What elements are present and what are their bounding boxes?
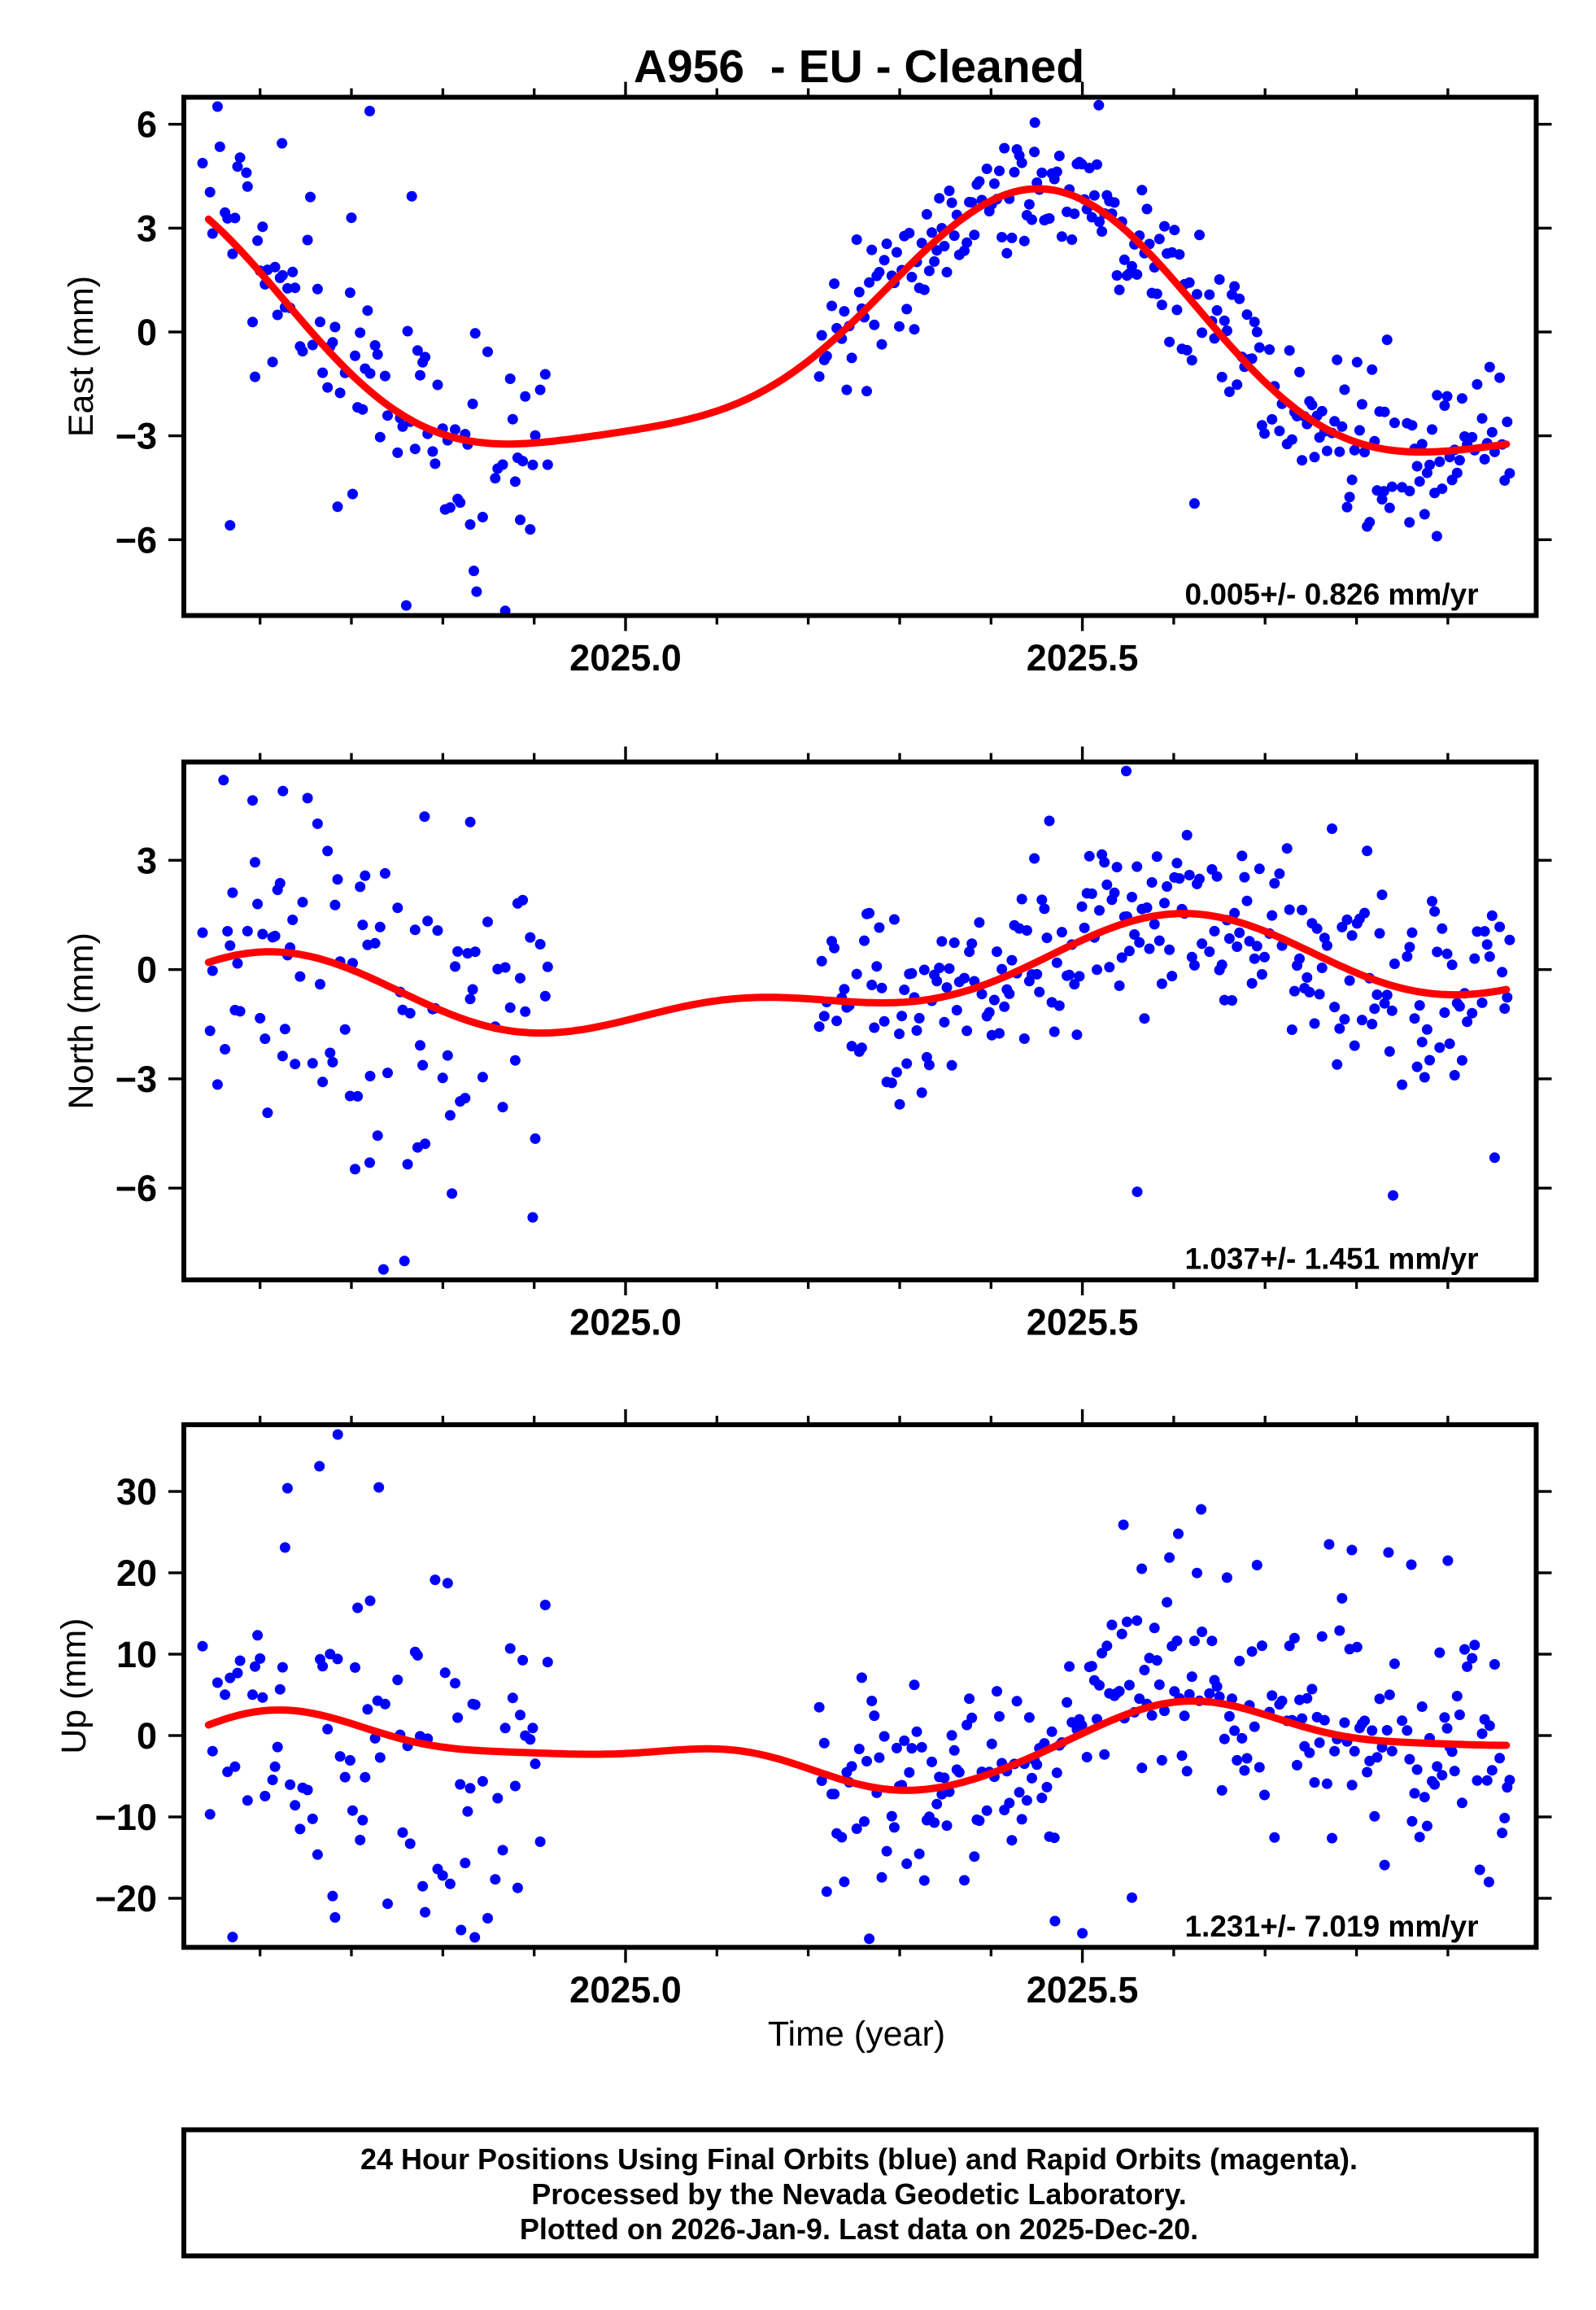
svg-text:20: 20: [116, 1552, 157, 1594]
svg-text:2025.0: 2025.0: [569, 1302, 682, 1343]
svg-text:−3: −3: [116, 1059, 157, 1100]
svg-text:1.037+/- 1.451 mm/yr: 1.037+/- 1.451 mm/yr: [1184, 1242, 1478, 1276]
svg-text:2025.5: 2025.5: [1027, 1969, 1139, 2011]
svg-text:0.005+/- 0.826 mm/yr: 0.005+/- 0.826 mm/yr: [1184, 578, 1478, 611]
svg-text:6: 6: [137, 104, 157, 146]
svg-text:2025.5: 2025.5: [1027, 1302, 1139, 1343]
svg-text:2025.0: 2025.0: [569, 1969, 682, 2011]
svg-text:Processed by the Nevada Geodet: Processed by the Nevada Geodetic Laborat…: [531, 2177, 1187, 2211]
svg-text:0: 0: [137, 1715, 157, 1757]
svg-text:0: 0: [137, 950, 157, 991]
svg-text:−6: −6: [116, 519, 157, 561]
svg-text:−10: −10: [95, 1797, 157, 1838]
svg-text:3: 3: [137, 840, 157, 881]
svg-text:2025.0: 2025.0: [569, 637, 682, 679]
svg-text:East (mm): East (mm): [62, 276, 101, 437]
svg-text:10: 10: [116, 1634, 157, 1675]
svg-text:North (mm): North (mm): [62, 932, 101, 1109]
svg-text:−3: −3: [116, 416, 157, 457]
svg-text:3: 3: [137, 207, 157, 249]
svg-text:2025.5: 2025.5: [1027, 637, 1139, 679]
svg-text:Plotted on 2026-Jan-9. Last da: Plotted on 2026-Jan-9. Last data on 2025…: [520, 2212, 1198, 2246]
svg-text:30: 30: [116, 1471, 157, 1513]
svg-text:−20: −20: [95, 1878, 157, 1919]
svg-text:Up (mm): Up (mm): [55, 1618, 94, 1754]
svg-text:Time (year): Time (year): [768, 2015, 945, 2054]
svg-text:0: 0: [137, 312, 157, 353]
svg-text:A956 - EU - Cleaned: A956 - EU - Cleaned: [634, 41, 1084, 93]
svg-text:24 Hour Positions Using Final: 24 Hour Positions Using Final Orbits (bl…: [360, 2142, 1358, 2176]
svg-text:1.231+/- 7.019 mm/yr: 1.231+/- 7.019 mm/yr: [1184, 1910, 1478, 1943]
svg-text:−6: −6: [116, 1168, 157, 1209]
